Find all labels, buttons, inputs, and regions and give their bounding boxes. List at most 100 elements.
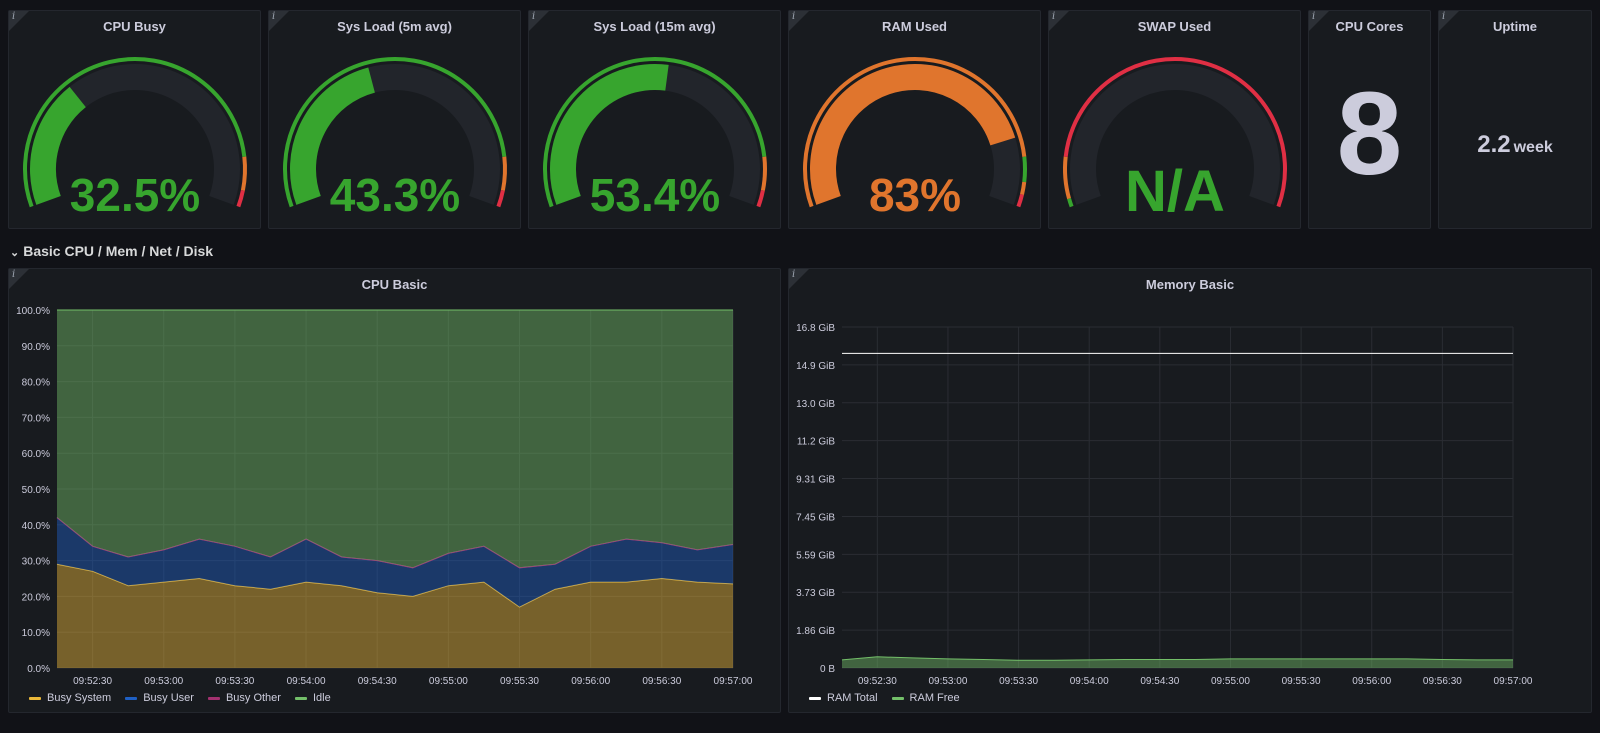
panel-title: RAM Used [881, 19, 947, 34]
sys-load-15m-panel: i Sys Load (15m avg) 53.4% [528, 10, 781, 229]
x-tick-label: 09:54:00 [1070, 676, 1109, 687]
info-icon[interactable]: i [9, 269, 29, 289]
legend-swatch [891, 696, 904, 700]
y-tick-label: 1.86 GiB [796, 626, 835, 637]
x-tick-label: 09:56:30 [642, 676, 681, 687]
gauge-value-arc [550, 64, 669, 205]
uptime-unit: week [1513, 139, 1553, 156]
x-tick-label: 09:55:30 [500, 676, 539, 687]
cpu-busy-gauge: 32.5% [23, 57, 247, 221]
gauge-threshold-segment [500, 156, 507, 191]
y-tick-label: 10.0% [22, 628, 50, 639]
y-tick-label: 50.0% [22, 485, 50, 496]
swap-used-panel: i SWAP Used N/A [1048, 10, 1301, 229]
panel-title: Uptime [1492, 19, 1538, 34]
gauge-threshold-segment [1067, 198, 1074, 208]
panel-title: SWAP Used [1137, 19, 1212, 34]
legend-item[interactable]: RAM Total [809, 692, 878, 704]
info-icon[interactable]: i [1309, 11, 1329, 31]
legend-item[interactable]: Idle [294, 692, 331, 704]
legend-item[interactable]: Busy System [29, 692, 111, 704]
x-tick-label: 09:55:00 [1211, 676, 1250, 687]
cpu-cores-panel: i CPU Cores 8 [1308, 10, 1431, 229]
uptime-panel: i Uptime 2.2 week [1438, 10, 1592, 229]
x-tick-label: 09:53:00 [928, 676, 967, 687]
y-tick-label: 40.0% [22, 521, 50, 532]
x-tick-label: 09:54:30 [1140, 676, 1179, 687]
x-tick-label: 09:55:00 [429, 676, 468, 687]
y-tick-label: 70.0% [22, 413, 50, 424]
legend-swatch [207, 696, 220, 700]
y-tick-label: 13.0 GiB [796, 399, 835, 410]
y-tick-label: 0 B [820, 664, 835, 675]
memory-basic-panel: i Memory Basic 0 B 1.86 GiB 3.73 GiB 5.59 G… [788, 268, 1592, 713]
gauge-threshold-segment [1063, 57, 1287, 208]
series-line-busy-other [56, 517, 734, 569]
gauge-threshold-segment [496, 189, 505, 208]
gauge-value-text: 32.5% [70, 169, 200, 221]
y-tick-label: 0.0% [27, 664, 50, 675]
legend-swatch [125, 696, 138, 700]
x-tick-label: 09:53:30 [215, 676, 254, 687]
gauge-value-text: N/A [1125, 159, 1225, 224]
gauge-threshold-segment [283, 57, 507, 208]
panel-title: CPU Basic [361, 277, 428, 292]
gauge-threshold-segment [1022, 156, 1027, 183]
x-tick-label: 09:56:00 [1352, 676, 1391, 687]
chart-grid [57, 309, 734, 669]
series-area-idle [57, 310, 733, 568]
y-tick-label: 80.0% [22, 378, 50, 389]
gauge-value-text: 53.4% [590, 169, 720, 221]
ram-used-panel: i RAM Used 83% [788, 10, 1041, 229]
legend-label: RAM Free [909, 692, 960, 704]
gauge-threshold-segment [1020, 181, 1027, 195]
gauge-threshold-segment [760, 156, 767, 191]
gauge-threshold-segment [240, 156, 247, 191]
cpu-busy-panel: i CPU Busy 32.5% [8, 10, 261, 229]
y-tick-label: 30.0% [22, 557, 50, 568]
legend-item[interactable]: Busy Other [207, 692, 281, 704]
y-tick-label: 14.9 GiB [796, 361, 835, 372]
series-line-ram-free [841, 656, 1513, 661]
x-tick-label: 09:55:30 [1282, 676, 1321, 687]
gauge-threshold-segment [543, 57, 767, 208]
x-tick-label: 09:57:00 [1494, 676, 1533, 687]
y-tick-label: 90.0% [22, 342, 50, 353]
legend-swatch [809, 696, 821, 700]
legend-label: Idle [312, 692, 331, 704]
row-header-basic[interactable]: ⌄ Basic CPU / Mem / Net / Disk [10, 243, 213, 259]
x-tick-label: 09:53:00 [144, 676, 183, 687]
info-icon[interactable]: i [529, 11, 549, 31]
swap-used-gauge: N/A [1063, 57, 1287, 224]
panel-title: CPU Busy [103, 19, 166, 34]
x-tick-label: 09:57:00 [714, 676, 753, 687]
legend-label: Busy System [47, 692, 112, 704]
uptime-number: 2.2 [1477, 131, 1511, 158]
chart-grid [842, 326, 1514, 669]
legend-swatch [29, 696, 41, 700]
cpu-basic-panel: i CPU Basic 0.0% 10.0% 20.0% 30.0% 40.0% 50.0… [8, 268, 781, 713]
series-area-busy-user [57, 517, 733, 608]
info-icon[interactable]: i [789, 11, 809, 31]
x-tick-label: 09:56:30 [1423, 676, 1462, 687]
gauge-threshold-segment [23, 57, 247, 208]
panel-title: Sys Load (15m avg) [593, 19, 716, 34]
x-tick-label: 09:54:00 [287, 676, 326, 687]
cpu-cores-value: 8 [1336, 68, 1403, 200]
uptime-value: 2.2 week [1439, 131, 1591, 159]
info-icon[interactable]: i [789, 269, 809, 289]
info-icon[interactable]: i [269, 11, 289, 31]
y-tick-label: 100.0% [16, 306, 50, 317]
panel-title: CPU Cores [1335, 19, 1404, 34]
info-icon[interactable]: i [1439, 11, 1459, 31]
sys-load-15m-gauge: 53.4% [543, 57, 767, 221]
gauge-threshold-segment [1016, 194, 1024, 208]
legend-item[interactable]: RAM Free [891, 692, 960, 704]
info-icon[interactable]: i [9, 11, 29, 31]
legend-item[interactable]: Busy User [125, 692, 194, 704]
gauge-threshold-segment [803, 57, 1027, 208]
info-icon[interactable]: i [1049, 11, 1069, 31]
gauge-threshold-segment [236, 189, 245, 208]
series-line-busy-system [56, 563, 734, 608]
y-tick-label: 60.0% [22, 449, 50, 460]
